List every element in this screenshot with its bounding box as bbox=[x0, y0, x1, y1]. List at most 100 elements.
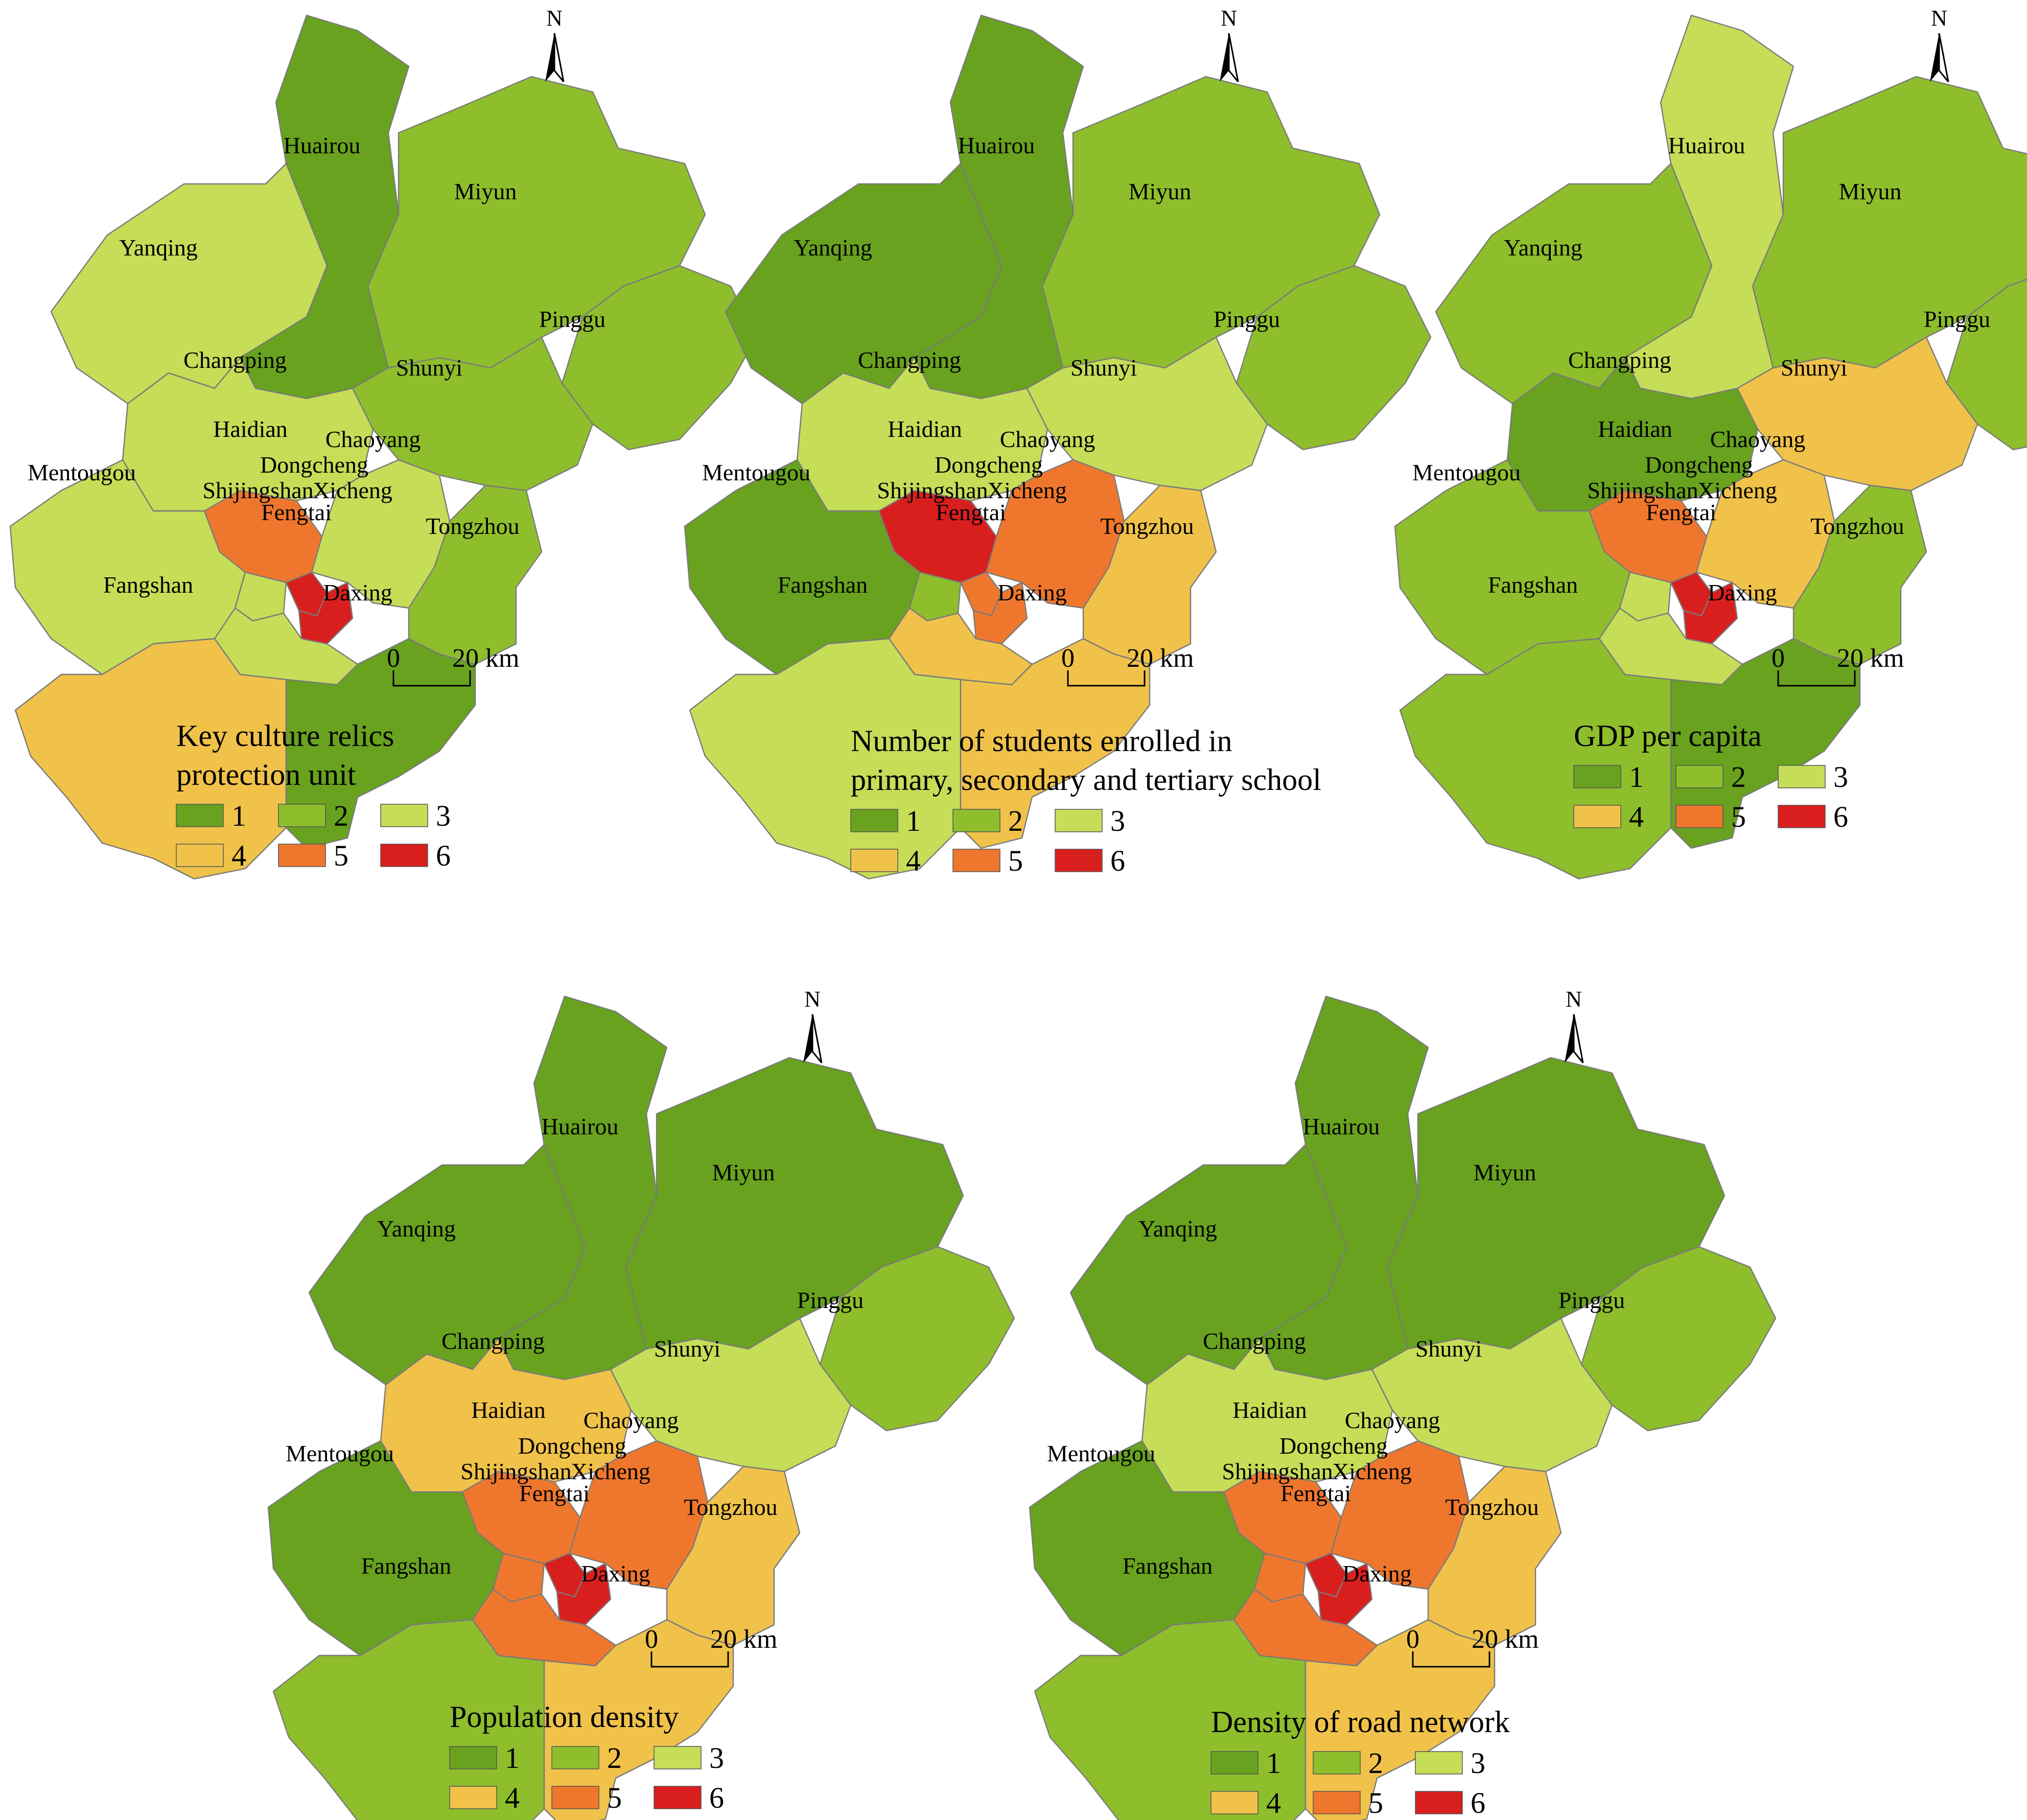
legend-title-line: Number of students enrolled in bbox=[851, 724, 1232, 758]
district-chaoyang bbox=[569, 1440, 709, 1590]
legend-label-1: 1 bbox=[1629, 760, 1644, 794]
legend-swatch-6 bbox=[654, 1786, 702, 1809]
legend-title-line: GDP per capita bbox=[1574, 719, 1762, 753]
north-arrow-left-half bbox=[1565, 1014, 1574, 1063]
legend-swatch-4 bbox=[449, 1786, 497, 1809]
legend-label-2: 2 bbox=[334, 799, 348, 832]
legend-swatch-5 bbox=[1675, 805, 1723, 828]
scale-bar-start: 0 bbox=[1061, 644, 1075, 673]
district-dongcheng bbox=[285, 571, 328, 617]
label-yanqing: Yanqing bbox=[794, 235, 872, 261]
legend-label-5: 5 bbox=[1008, 844, 1023, 877]
legend-label-2: 2 bbox=[1368, 1746, 1383, 1780]
legend-swatch-2 bbox=[1675, 765, 1723, 788]
label-fangshan: Fangshan bbox=[1488, 572, 1578, 598]
label-haidian: Haidian bbox=[888, 416, 962, 442]
district-yanqing bbox=[1435, 162, 1713, 405]
scale-bar: 0 20 km bbox=[387, 644, 519, 687]
legend-swatch-1 bbox=[1573, 765, 1621, 788]
district-yanqing bbox=[50, 162, 328, 405]
legend-label-1: 1 bbox=[906, 804, 921, 837]
scale-bar-end: 20 km bbox=[710, 1625, 777, 1654]
scale-bar-start: 0 bbox=[387, 644, 400, 673]
north-label: N bbox=[1221, 6, 1237, 31]
district-dongcheng bbox=[960, 571, 1003, 617]
label-miyun: Miyun bbox=[712, 1159, 775, 1185]
label-daxing: Daxing bbox=[1342, 1560, 1411, 1586]
label-shijingshan: Shijingshan bbox=[1222, 1458, 1333, 1484]
label-daxing: Daxing bbox=[323, 579, 392, 605]
north-arrow-right-half bbox=[811, 1014, 823, 1063]
scale-bar-line bbox=[1067, 670, 1146, 687]
scale-bar-start: 0 bbox=[645, 1625, 658, 1654]
label-shunyi: Shunyi bbox=[1070, 355, 1137, 381]
district-shijingshan bbox=[492, 1552, 545, 1603]
label-changping: Changping bbox=[183, 347, 287, 373]
scale-bar-start: 0 bbox=[1406, 1625, 1419, 1654]
district-shijingshan bbox=[1619, 571, 1672, 622]
legend-label-5: 5 bbox=[1731, 800, 1746, 833]
north-label: N bbox=[1931, 6, 1947, 31]
legend-swatch-5 bbox=[551, 1786, 599, 1809]
district-shijingshan bbox=[1253, 1552, 1307, 1603]
scale-bar-end: 20 km bbox=[1127, 644, 1194, 673]
legend-swatch-6 bbox=[380, 844, 428, 867]
scale-bar: 0 20 km bbox=[1772, 644, 1904, 687]
label-mentougou: Mentougou bbox=[286, 1440, 394, 1466]
north-label: N bbox=[804, 987, 821, 1012]
label-pinggu: Pinggu bbox=[1214, 306, 1280, 332]
district-yanqing bbox=[725, 162, 1003, 405]
label-xicheng: Xicheng bbox=[571, 1458, 650, 1484]
label-tongzhou: Tongzhou bbox=[684, 1494, 777, 1520]
label-xicheng: Xicheng bbox=[1697, 477, 1777, 503]
district-dongcheng bbox=[543, 1552, 586, 1598]
label-yanqing: Yanqing bbox=[119, 235, 198, 261]
north-arrow-icon: N bbox=[1220, 6, 1239, 82]
label-huairou: Huairou bbox=[1303, 1113, 1380, 1139]
legend-swatch-6 bbox=[1055, 849, 1103, 872]
label-miyun: Miyun bbox=[1839, 178, 1902, 204]
label-dongcheng: Dongcheng bbox=[935, 452, 1043, 478]
label-chaoyang: Chaoyang bbox=[1345, 1407, 1440, 1433]
label-fengtai: Fengtai bbox=[1646, 499, 1716, 525]
label-haidian: Haidian bbox=[213, 416, 288, 442]
legend-label-6: 6 bbox=[1833, 800, 1848, 833]
label-pinggu: Pinggu bbox=[797, 1287, 864, 1313]
district-yanqing bbox=[308, 1144, 586, 1386]
legend-label-6: 6 bbox=[1471, 1786, 1485, 1819]
label-huairou: Huairou bbox=[1668, 132, 1745, 158]
legend-swatch-3 bbox=[1415, 1751, 1463, 1775]
label-fengtai: Fengtai bbox=[519, 1480, 590, 1506]
district-chaoyang bbox=[1695, 459, 1835, 609]
north-arrow-icon: N bbox=[1565, 987, 1584, 1063]
legend-title-line: primary, secondary and tertiary school bbox=[851, 763, 1321, 797]
legend-title-line: Density of road network bbox=[1211, 1705, 1510, 1739]
label-haidian: Haidian bbox=[1232, 1397, 1307, 1423]
legend-swatch-3 bbox=[380, 804, 428, 827]
label-fangshan: Fangshan bbox=[1123, 1553, 1213, 1579]
district-dongcheng bbox=[1670, 571, 1713, 617]
label-shunyi: Shunyi bbox=[1415, 1336, 1482, 1362]
district-daxing bbox=[543, 1619, 734, 1820]
legend-label-6: 6 bbox=[709, 1781, 724, 1814]
legend-label-3: 3 bbox=[1471, 1746, 1485, 1780]
legend-label-6: 6 bbox=[436, 839, 451, 872]
label-changping: Changping bbox=[858, 347, 961, 373]
label-mentougou: Mentougou bbox=[1047, 1440, 1155, 1466]
legend-swatch-2 bbox=[551, 1746, 599, 1769]
legend-swatch-3 bbox=[1055, 809, 1103, 832]
label-huairou: Huairou bbox=[542, 1113, 619, 1139]
district-shijingshan bbox=[908, 571, 962, 622]
label-mentougou: Mentougou bbox=[28, 459, 136, 485]
legend-label-3: 3 bbox=[436, 799, 451, 832]
legend-label-1: 1 bbox=[231, 799, 246, 832]
label-changping: Changping bbox=[441, 1328, 545, 1354]
legend-title-line: Population density bbox=[450, 1700, 679, 1734]
label-tongzhou: Tongzhou bbox=[1100, 513, 1194, 539]
legend-swatch-4 bbox=[176, 844, 224, 867]
district-chaoyang bbox=[311, 459, 451, 609]
district-map bbox=[267, 995, 1015, 1820]
legend-swatch-6 bbox=[1415, 1791, 1463, 1814]
label-yanqing: Yanqing bbox=[1504, 235, 1582, 261]
